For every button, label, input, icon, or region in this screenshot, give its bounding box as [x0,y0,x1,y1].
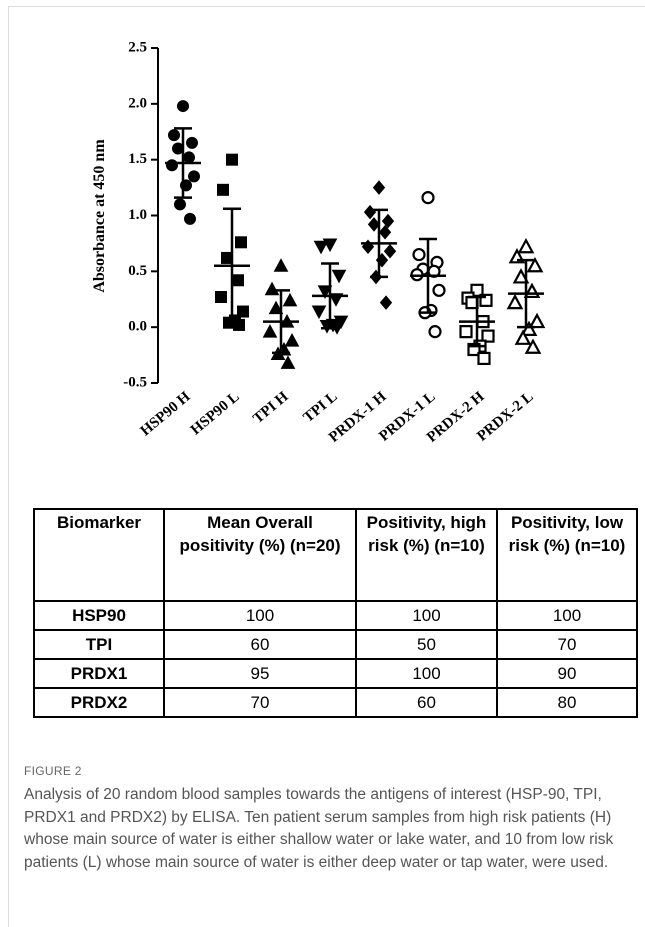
caption-text: Analysis of 20 random blood samples towa… [24,786,614,871]
data-point [168,129,180,142]
data-point [526,256,544,273]
data-point [217,183,229,196]
x-tick-label: HSP90 L [188,389,243,438]
chart: Absorbance at 450 nm -0.5 0.0 0.5 1.0 1.5 2.0… [91,39,546,446]
table-cell: 100 [163,600,357,631]
data-point [284,333,300,347]
data-point [186,136,198,149]
table-row: PRDX2 70 60 80 [33,687,638,718]
data-point [523,282,541,299]
data-point [317,285,333,299]
header-row: Biomarker Mean Overall positivity (%) (n=… [33,508,638,602]
table-body: HSP90 100 100 100 TPI 60 50 70 PRDX1 95 100 90 PRDX2… [33,600,638,718]
data-point [226,153,238,166]
data-point [367,217,381,232]
data-point [313,240,329,255]
data-point [528,312,546,329]
data-point [188,170,200,183]
table-cell: 100 [355,600,498,631]
header-cell: Positivity, low risk (%) (n=10) [496,508,638,602]
table-cell: 60 [355,687,498,718]
row-label: PRDX1 [33,658,165,689]
table-row: PRDX1 95 100 90 [33,658,638,689]
data-point [280,355,296,369]
data-point [184,212,196,225]
header-cell: Mean Overall positivity (%) (n=20) [163,508,357,602]
data-point [520,320,538,336]
data-point [311,305,327,320]
table-cell: 100 [355,658,498,689]
table-row: HSP90 100 100 100 [33,600,638,631]
data-point [524,338,542,354]
data-point [363,204,377,220]
data-point [381,213,395,229]
table-cell: 50 [355,629,498,660]
row-label: HSP90 [33,600,165,631]
data-point [372,180,386,195]
caption-label: FIGURE 2 [24,764,82,778]
data-point [477,351,491,366]
data-point [262,324,278,338]
y-tick-label: -0.5 [123,374,147,390]
data-point [232,274,244,287]
data-point [264,281,280,296]
table-row: TPI 60 50 70 [33,629,638,660]
data-point [174,198,186,211]
table-cell: 60 [163,629,357,660]
data-point [428,325,442,339]
y-tick-label: 1.0 [128,207,147,223]
y-tick-label: 2.0 [128,95,147,111]
data-point [432,283,446,297]
data-point [282,292,298,307]
data-point [235,236,247,249]
data-point [467,342,481,357]
data-point [517,237,535,254]
table-cell: 100 [496,600,638,631]
data-point [512,268,530,284]
data-point [177,100,189,113]
header-cell: Positivity, high risk (%) (n=10) [355,508,498,602]
data-point [379,295,393,310]
data-point [215,291,227,304]
x-tick-label: TPI L [301,389,341,426]
table-cell: 70 [496,629,638,660]
data-point [183,151,195,164]
table-cell: 95 [163,658,357,689]
data-point [383,243,397,259]
data-point [506,293,524,310]
x-tick-label: TPI H [250,389,292,427]
y-tick-label: 1.5 [128,151,147,167]
data-point [273,258,289,272]
y-axis-label: Absorbance at 450 nm [91,139,108,293]
table-cell: 80 [496,687,638,718]
results-table: Biomarker Mean Overall positivity (%) (n=… [33,508,638,718]
data-point [237,305,249,318]
data-point [166,159,178,172]
y-tick-label: 0.0 [128,319,147,335]
data-point [481,329,495,343]
data-point [331,269,347,284]
data-point [233,318,245,331]
data-point [421,191,435,205]
data-point [459,325,473,339]
table-cell: 90 [496,658,638,689]
row-label: TPI [33,629,165,660]
row-label: PRDX2 [33,687,165,718]
data-point [479,293,493,307]
data-point [378,224,392,240]
table-cell: 70 [163,687,357,718]
y-tick-label: 2.5 [128,39,147,55]
frame [8,6,645,927]
header-cell: Biomarker [33,508,165,602]
data-point [268,300,284,315]
data-point [412,247,426,262]
y-tick-label: 0.5 [128,263,147,279]
data-point [514,329,532,345]
x-tick-label: HSP90 H [138,389,194,440]
